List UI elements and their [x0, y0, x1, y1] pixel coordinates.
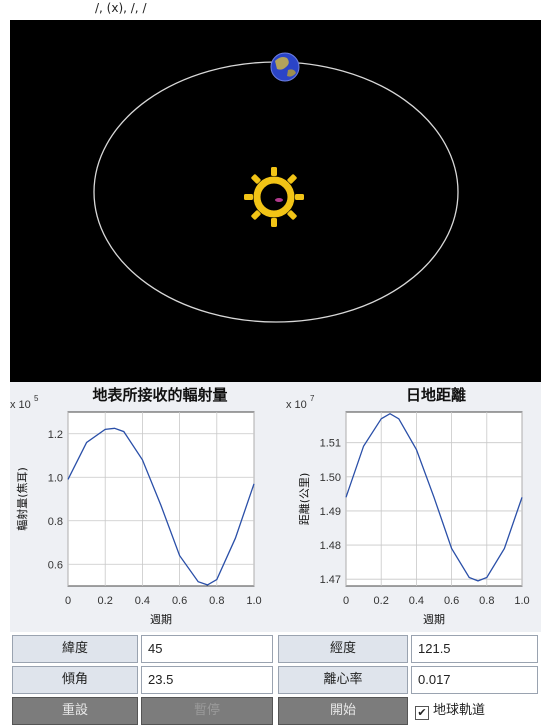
x-tick-label: 1.0: [246, 595, 261, 607]
x-tick-label: 0.8: [209, 595, 224, 607]
window-caption-bar: /, (x), /, /: [0, 0, 541, 20]
controls-panel: 緯度 45 經度 121.5 傾角 23.5 離心率 0.017 重設 暫停 開…: [10, 632, 541, 725]
y-tick-label: 1.48: [320, 540, 341, 552]
x-tick-label: 0.4: [409, 595, 424, 607]
x-tick-label: 0: [343, 595, 349, 607]
x-tick-label: 0: [65, 595, 71, 607]
tilt-input[interactable]: 23.5: [141, 666, 273, 694]
start-button[interactable]: 開始: [278, 697, 408, 725]
x-tick-label: 0.2: [374, 595, 389, 607]
y-axis-label: 距離(公里): [297, 473, 311, 526]
window-caption: /, (x), /, /: [95, 1, 147, 15]
orbit-checkbox-label: 地球軌道: [433, 703, 486, 718]
x-tick-label: 0.4: [135, 595, 150, 607]
y-tick-label: 1.2: [48, 429, 63, 441]
earth-icon[interactable]: [270, 52, 300, 82]
y-tick-label: 1.0: [48, 472, 63, 484]
chart-title: 日地距離: [406, 386, 466, 404]
x-tick-label: 0.2: [98, 595, 113, 607]
orbit-canvas: [93, 52, 459, 323]
orbit-view[interactable]: [10, 20, 541, 382]
x-axis-label: 週期: [423, 613, 445, 626]
series-line: [345, 412, 523, 582]
pause-button[interactable]: 暫停: [141, 697, 273, 725]
chart-exponent-base: x 10: [10, 399, 31, 411]
x-tick-label: 0.6: [444, 595, 459, 607]
x-axis-label: 週期: [150, 613, 172, 626]
orbit-checkbox[interactable]: ✔ 地球軌道: [415, 698, 485, 724]
x-tick-label: 1.0: [514, 595, 529, 607]
series-line: [67, 427, 255, 586]
sun-icon: [244, 167, 304, 227]
x-tick-label: 0.6: [172, 595, 187, 607]
reset-button[interactable]: 重設: [12, 697, 138, 725]
tilt-label: 傾角: [12, 666, 138, 694]
eccentricity-input[interactable]: 0.017: [411, 666, 538, 694]
x-ticks: 0 0.2 0.4 0.6 0.8 1.0: [343, 595, 530, 607]
y-tick-label: 0.6: [48, 559, 63, 571]
chart-exponent-power: 5: [34, 394, 39, 403]
y-tick-label: 1.47: [320, 574, 341, 586]
y-tick-label: 1.51: [320, 438, 341, 450]
plots-panel: x 10 5 地表所接收的輻射量 1.2 1.0 0.8 0.6 0 0.2 0.4 0.6…: [10, 382, 541, 632]
longitude-input[interactable]: 121.5: [411, 635, 538, 663]
y-ticks: 1.51 1.50 1.49 1.48 1.47: [320, 438, 341, 586]
latitude-input[interactable]: 45: [141, 635, 273, 663]
y-axis-label: 輻射量(焦耳): [15, 467, 29, 531]
chart-radiation: x 10 5 地表所接收的輻射量 1.2 1.0 0.8 0.6 0 0.2 0.4 0.6…: [10, 386, 262, 626]
y-tick-label: 0.8: [48, 516, 63, 528]
y-tick-label: 1.49: [320, 506, 341, 518]
chart-distance: x 10 7 日地距離 1.51 1.50 1.49 1.48 1.47 0 0.2 0.4…: [286, 386, 530, 626]
eccentricity-label: 離心率: [278, 666, 408, 694]
chart-exponent-base: x 10: [286, 399, 307, 411]
y-tick-label: 1.50: [320, 472, 341, 484]
grid-lines: [345, 412, 523, 586]
x-tick-label: 0.8: [479, 595, 494, 607]
charts-canvas: x 10 5 地表所接收的輻射量 1.2 1.0 0.8 0.6 0 0.2 0.4 0.6…: [10, 386, 530, 626]
x-ticks: 0 0.2 0.4 0.6 0.8 1.0: [65, 595, 262, 607]
latitude-label: 緯度: [12, 635, 138, 663]
plot-area: [67, 411, 255, 587]
chart-exponent-power: 7: [310, 394, 315, 403]
y-ticks: 1.2 1.0 0.8 0.6: [48, 429, 63, 572]
longitude-label: 經度: [278, 635, 408, 663]
chart-title: 地表所接收的輻射量: [92, 386, 227, 404]
checkbox-check-icon[interactable]: ✔: [415, 706, 429, 720]
